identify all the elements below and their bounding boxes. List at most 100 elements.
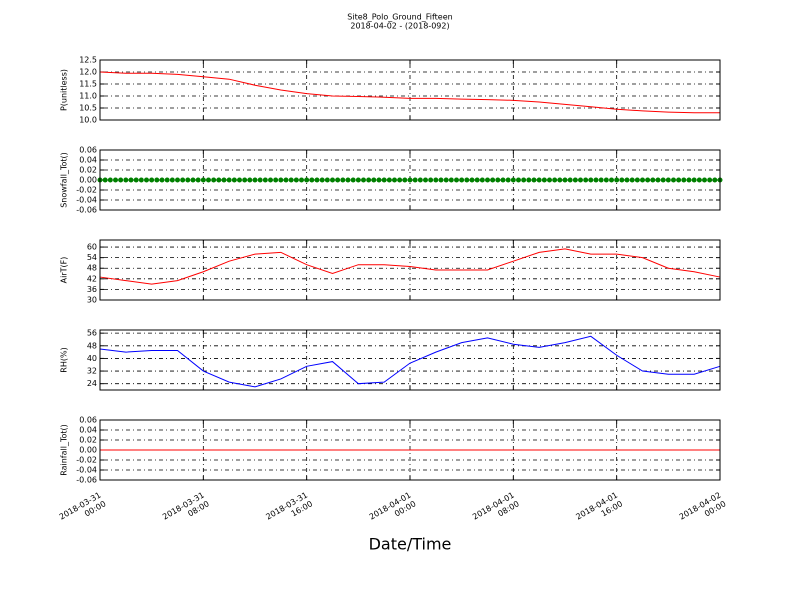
data-point <box>562 177 568 183</box>
marker-fill <box>624 177 630 183</box>
marker-fill <box>448 177 454 183</box>
plot-frame <box>99 59 721 121</box>
marker-fill <box>603 177 609 183</box>
data-point <box>691 177 697 183</box>
marker-fill <box>707 177 713 183</box>
y-tick-label: 10.5 <box>79 104 97 113</box>
y-tick-label: 12.5 <box>79 56 97 65</box>
marker-fill <box>557 177 563 183</box>
data-point <box>149 177 155 183</box>
marker-fill <box>686 177 692 183</box>
marker-fill <box>676 177 682 183</box>
marker-fill <box>366 177 372 183</box>
marker-fill <box>361 177 366 183</box>
marker-fill <box>335 177 341 183</box>
plot-frame <box>99 329 721 391</box>
marker-fill <box>552 177 558 183</box>
marker-fill <box>128 177 134 183</box>
y-tick-label: 60 <box>87 243 97 252</box>
marker-fill <box>231 177 237 183</box>
data-line <box>99 248 721 285</box>
marker-fill <box>262 177 268 183</box>
data-point <box>510 177 516 183</box>
marker-fill <box>479 177 485 183</box>
y-tick-label: 11.5 <box>79 80 97 89</box>
marker-fill <box>696 177 702 183</box>
y-tick-label: 0.00 <box>79 176 97 185</box>
data-point <box>278 177 284 183</box>
marker-fill <box>495 177 501 183</box>
y-tick-label: 30 <box>87 296 97 305</box>
marker-fill <box>288 177 294 183</box>
marker-fill <box>412 177 418 183</box>
y-tick-label: 0.02 <box>79 166 97 175</box>
y-axis-label: RH(%) <box>60 347 69 372</box>
marker-fill <box>650 177 656 183</box>
chart-title: Site8_Polo_Ground_Fifteen <box>347 13 452 22</box>
y-tick-label: 48 <box>87 264 97 273</box>
plot-frame <box>99 419 721 481</box>
marker-fill <box>464 177 470 183</box>
y-axis-label: Rainfall_Tot() <box>60 424 69 476</box>
marker-fill <box>541 177 547 183</box>
marker-fill <box>583 177 589 183</box>
y-tick-label: 56 <box>87 329 97 338</box>
data-point <box>252 177 258 183</box>
marker-fill <box>386 177 392 183</box>
data-point <box>459 177 465 183</box>
data-point <box>381 177 387 183</box>
marker-fill <box>505 177 511 183</box>
y-axis-label: AirT(F) <box>60 257 69 284</box>
marker-fill <box>206 177 211 183</box>
y-axis-label: Snowfall_Tot() <box>60 152 69 208</box>
y-tick-label: 12.0 <box>79 68 97 77</box>
marker-fill <box>237 177 242 183</box>
marker-fill <box>324 177 330 183</box>
marker-fill <box>572 177 578 183</box>
data-point <box>200 177 206 183</box>
marker-fill <box>195 177 201 183</box>
marker-fill <box>712 177 718 183</box>
marker-fill <box>681 177 687 183</box>
data-point <box>123 177 129 183</box>
marker-fill <box>350 177 356 183</box>
marker-fill <box>319 177 325 183</box>
marker-fill <box>634 177 640 183</box>
y-tick-label: 10.0 <box>79 116 97 125</box>
marker-fill <box>107 177 113 183</box>
y-tick-label: 42 <box>87 274 97 283</box>
marker-fill <box>190 177 196 183</box>
marker-fill <box>314 177 320 183</box>
marker-fill <box>371 177 377 183</box>
plot-frame <box>99 239 721 301</box>
marker-fill <box>516 177 521 183</box>
marker-fill <box>578 177 583 183</box>
marker-fill <box>154 177 160 183</box>
marker-fill <box>133 177 139 183</box>
marker-fill <box>242 177 248 183</box>
marker-fill <box>474 177 480 183</box>
y-tick-label: 0.06 <box>79 416 97 425</box>
marker-fill <box>169 177 175 183</box>
plot-frame <box>99 149 721 211</box>
y-tick-label: 48 <box>87 341 97 350</box>
data-point <box>536 177 542 183</box>
marker-fill <box>345 177 351 183</box>
data-point <box>355 177 361 183</box>
y-axis-label: P(unitless) <box>60 69 69 111</box>
marker-fill <box>180 177 186 183</box>
y-tick-label: -0.04 <box>76 466 97 475</box>
y-tick-label: -0.04 <box>76 196 97 205</box>
marker-fill <box>392 177 397 183</box>
marker-fill <box>490 177 496 183</box>
marker-fill <box>211 177 217 183</box>
y-tick-label: 40 <box>87 354 97 363</box>
marker-fill <box>598 177 604 183</box>
marker-fill <box>454 177 459 183</box>
marker-fill <box>469 177 475 183</box>
data-point <box>665 177 671 183</box>
y-tick-label: 32 <box>87 367 97 376</box>
marker-fill <box>293 177 299 183</box>
marker-fill <box>521 177 527 183</box>
marker-fill <box>113 177 118 183</box>
